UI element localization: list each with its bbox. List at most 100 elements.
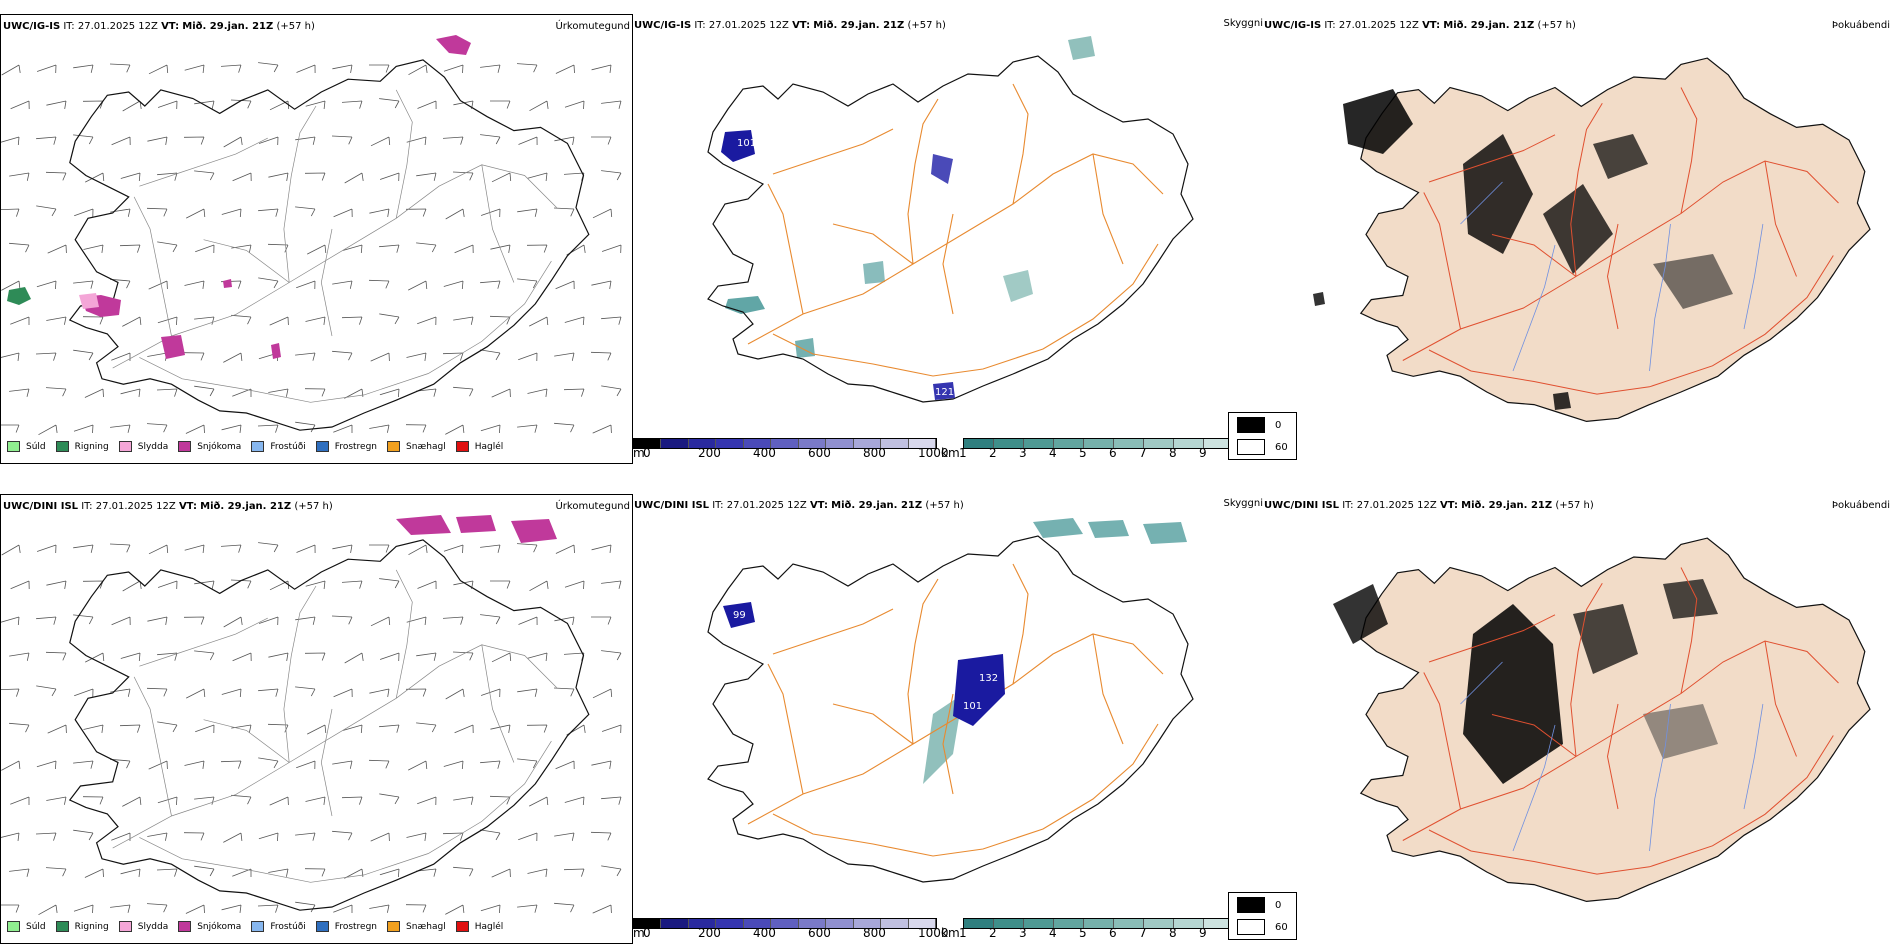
colorbar-segment	[688, 919, 717, 928]
wind-barb	[445, 424, 465, 435]
wind-barb	[369, 208, 390, 217]
wind-barb	[307, 244, 327, 255]
colorbar-tick: 0	[643, 926, 651, 940]
wind-barb	[516, 63, 538, 73]
wind-barb	[369, 544, 390, 553]
wind-barb	[332, 830, 353, 841]
wind-barb	[268, 388, 289, 397]
panel-subtitle: Úrkomutegund	[555, 21, 630, 32]
wind-barb	[46, 796, 67, 805]
wind-barb	[148, 760, 168, 770]
snow-area	[223, 279, 232, 288]
wind-barb	[194, 385, 215, 397]
wind-barb	[527, 388, 548, 397]
colorbar-tick: 600	[808, 446, 831, 460]
iceland-outline	[68, 539, 590, 911]
wind-barb	[517, 424, 538, 433]
wind-barb	[554, 616, 575, 625]
ceiling-area	[931, 154, 953, 184]
legend-swatch	[251, 921, 265, 932]
wind-barb	[258, 542, 279, 553]
wind-barb	[257, 424, 279, 433]
wind-barb	[258, 616, 279, 626]
wind-barb	[601, 316, 622, 325]
wind-barb	[83, 724, 104, 733]
legend-swatch	[315, 441, 329, 452]
wind-barb	[564, 316, 585, 326]
visibility-map-igis: 101 121	[707, 36, 1194, 403]
wind-barb	[36, 544, 57, 554]
colorbar-tick: 9	[1199, 926, 1207, 940]
legend-item: Rigning	[55, 921, 109, 932]
wind-barb	[332, 760, 353, 769]
wind-barb	[416, 172, 437, 181]
wind-barb	[221, 208, 242, 218]
wind-barb	[36, 280, 57, 290]
wind-barb	[590, 831, 612, 841]
colorbar-segment	[1144, 439, 1174, 448]
wind-barb	[304, 172, 326, 181]
wind-barb	[148, 64, 169, 75]
panel-title: UWC/DINI ISL IT: 27.01.2025 12Z VT: Mið.…	[1264, 500, 1594, 511]
vis-area	[795, 338, 815, 358]
legend-label: Snjókoma	[197, 921, 242, 932]
wind-barb	[122, 580, 142, 592]
panel-subtitle: Skyggni	[1223, 18, 1263, 29]
wind-barb	[83, 244, 104, 253]
snow-area	[456, 515, 496, 533]
wind-barb	[453, 386, 474, 397]
wind-barb	[555, 280, 575, 290]
legend-item: Snæhagl	[387, 441, 446, 452]
wind-barb	[1, 208, 20, 217]
legend-item: Frostregn	[315, 921, 377, 932]
wind-barb	[601, 170, 622, 181]
colorbar-segment	[1174, 919, 1204, 928]
panel-subtitle: Úrkomutegund	[555, 501, 630, 512]
ceiling-unit: m	[633, 446, 645, 460]
colorbar-segment	[826, 439, 854, 448]
river-network	[1460, 661, 1764, 852]
wind-barb	[408, 64, 428, 76]
wind-barb	[269, 796, 289, 806]
wind-barb	[443, 760, 464, 770]
colorbar-segment	[908, 439, 936, 448]
wind-barb	[304, 388, 326, 397]
road-network	[112, 89, 557, 403]
wind-barb	[195, 724, 215, 734]
visibility-colorbar	[963, 438, 1265, 449]
fog-legend-item: 0	[1237, 897, 1288, 913]
wind-barbs	[1, 62, 622, 436]
wind-barb	[220, 544, 242, 553]
colorbar-tick: 4	[1049, 446, 1057, 460]
wind-barb	[529, 580, 549, 592]
fog-legend: 0 60	[1228, 892, 1297, 940]
rain-area	[7, 287, 31, 305]
wind-barb	[296, 280, 316, 290]
road-network	[1402, 567, 1839, 875]
wind-barb	[231, 314, 252, 325]
wind-barb	[10, 580, 30, 590]
colorbar-segment	[716, 439, 744, 448]
wind-barb	[184, 760, 205, 769]
wind-barb	[592, 208, 613, 219]
wind-barb	[35, 832, 57, 841]
fog-cell	[1653, 254, 1733, 309]
wind-barb	[45, 867, 67, 877]
wind-barb	[147, 832, 168, 841]
fog-legend-swatch	[1237, 897, 1265, 913]
wind-barb	[1, 688, 20, 697]
wind-barb	[601, 650, 622, 661]
wind-barb	[147, 352, 168, 361]
wind-barb	[10, 100, 30, 110]
wind-barb	[369, 424, 390, 433]
wind-barb	[453, 316, 474, 325]
wind-barb	[480, 829, 501, 841]
wind-barb	[1, 280, 21, 291]
wind-barb	[185, 904, 205, 914]
wind-barb	[157, 652, 178, 661]
wind-barb	[516, 543, 538, 553]
wind-barb	[9, 868, 30, 877]
wind-barb	[443, 280, 464, 290]
legend-item: Snjókoma	[178, 921, 241, 932]
wind-barb	[332, 544, 353, 553]
